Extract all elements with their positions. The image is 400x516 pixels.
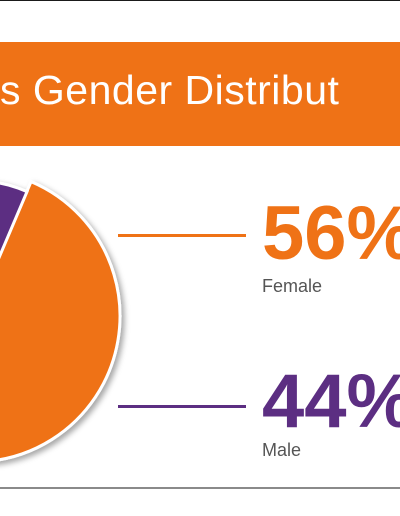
bottom-border bbox=[0, 487, 400, 489]
male-percentage-label: 44% bbox=[262, 359, 400, 444]
male-category-label: Male bbox=[262, 440, 302, 460]
chart-title: s Gender Distribut bbox=[0, 67, 340, 113]
pie-slice-male bbox=[0, 181, 30, 260]
pie-slice-female bbox=[0, 179, 122, 462]
female-percentage-label: 56% bbox=[262, 191, 400, 276]
female-connector-line bbox=[118, 234, 246, 237]
male-connector-line bbox=[118, 405, 246, 408]
female-category-label: Female bbox=[262, 276, 323, 296]
top-border bbox=[0, 0, 400, 1]
title-banner: s Gender Distribut bbox=[0, 42, 400, 146]
